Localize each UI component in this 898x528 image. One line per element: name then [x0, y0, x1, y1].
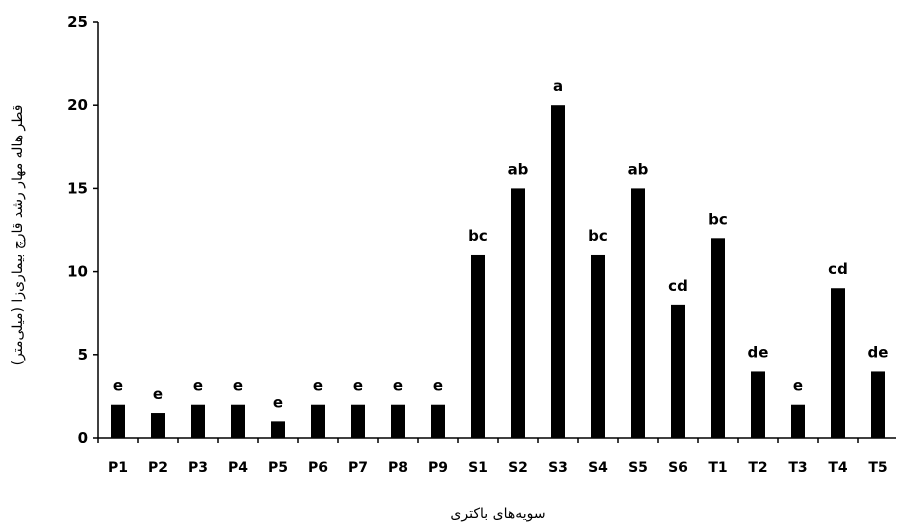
data-label-p7: e: [353, 377, 363, 395]
x-tick-label: S1: [468, 460, 488, 476]
x-tick-label: P2: [148, 460, 168, 476]
data-label-t2: de: [748, 343, 769, 361]
x-tick-label: P3: [188, 460, 208, 476]
data-label-s2: ab: [508, 160, 529, 178]
x-tick-label: T1: [708, 460, 727, 476]
x-tick-label: P5: [268, 460, 288, 476]
bar-p3: [191, 404, 205, 438]
x-tick-label: S6: [668, 460, 688, 476]
bar-t1: [711, 238, 725, 438]
data-label-t5: de: [868, 343, 889, 361]
y-tick-label: 25: [67, 13, 88, 31]
y-tick-label: 20: [67, 96, 88, 114]
data-labels: e e e e e e e e e bc ab a bc ab cd bc de e cd de: [113, 77, 889, 411]
bar-s1: [471, 254, 485, 438]
data-label-s4: bc: [588, 227, 608, 245]
x-tick-label: S4: [588, 460, 608, 476]
bar-p1: [111, 404, 125, 438]
data-label-p4: e: [233, 377, 243, 395]
x-tick-label: T3: [788, 460, 807, 476]
x-tick-label: T4: [828, 460, 848, 476]
data-label-t3: e: [793, 377, 803, 395]
y-tick-label: 5: [78, 346, 88, 364]
bar-p2: [151, 413, 165, 438]
y-axis-title: قطر هاله مهار رشد قارچ بیماری‌زا (میلی‌م…: [10, 105, 26, 366]
bar-s4: [591, 254, 605, 438]
x-tick-label: P1: [108, 460, 128, 476]
data-label-p3: e: [193, 377, 203, 395]
x-tick-label: T5: [868, 460, 887, 476]
x-tick-label: P4: [228, 460, 248, 476]
bar-s3: [551, 105, 565, 438]
bar-t2: [751, 371, 765, 438]
bar-p9: [431, 404, 445, 438]
x-tick-label: P6: [308, 460, 328, 476]
data-label-p1: e: [113, 377, 123, 395]
data-label-p6: e: [313, 377, 323, 395]
data-label-s3: a: [553, 77, 563, 95]
bar-s6: [671, 304, 685, 438]
data-label-p9: e: [433, 377, 443, 395]
bars: [111, 105, 885, 438]
bar-s5: [631, 188, 645, 438]
data-label-s1: bc: [468, 227, 488, 245]
bar-p6: [311, 404, 325, 438]
x-tick-label: P8: [388, 460, 408, 476]
data-label-p5: e: [273, 393, 283, 411]
data-label-t4: cd: [828, 260, 848, 278]
x-tick-label: P7: [348, 460, 368, 476]
bar-p5: [271, 421, 285, 438]
bar-p8: [391, 404, 405, 438]
data-label-s5: ab: [628, 160, 649, 178]
bar-t5: [871, 371, 885, 438]
bar-t3: [791, 404, 805, 438]
x-tick-label: S2: [508, 460, 528, 476]
bar-p4: [231, 404, 245, 438]
y-axis: 0 5 10 15 20 25: [67, 13, 99, 447]
bar-p7: [351, 404, 365, 438]
x-tick-label: P9: [428, 460, 448, 476]
y-tick-label: 0: [78, 429, 88, 447]
x-axis: P1 P2 P3 P4 P5 P6 P7 P8 P9 S1 S2 S3 S4 S5 S6 T1 T2 T3 T4 T5: [97, 437, 896, 476]
bar-t4: [831, 288, 845, 438]
data-label-p8: e: [393, 377, 403, 395]
x-tick-label: S3: [548, 460, 568, 476]
x-tick-label: T2: [748, 460, 767, 476]
y-tick-label: 10: [67, 263, 88, 281]
y-tick-label: 15: [67, 179, 88, 197]
x-tick-label: S5: [628, 460, 648, 476]
bar-s2: [511, 188, 525, 438]
data-label-p2: e: [153, 385, 163, 403]
x-axis-title: سویه‌های باکتری: [450, 506, 545, 522]
data-label-s6: cd: [668, 277, 688, 295]
data-label-t1: bc: [708, 210, 728, 228]
